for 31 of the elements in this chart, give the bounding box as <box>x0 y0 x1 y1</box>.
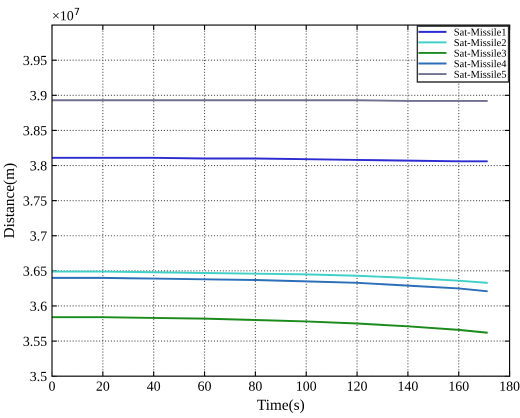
x-tick-label: 180 <box>500 381 520 391</box>
x-tick-label: 20 <box>96 381 110 391</box>
legend-label: Sat-Missile5 <box>454 70 506 78</box>
y-tick-label: 3.65 <box>23 266 47 276</box>
x-axis-title: Time(s) <box>257 399 304 414</box>
x-tick-label: 120 <box>348 381 367 391</box>
x-tick-label: 40 <box>147 381 160 391</box>
legend-label: Sat-Missile2 <box>454 38 506 46</box>
text: ×10$^{7}$ <box>53 8 80 20</box>
y-tick-label: 3.8 <box>30 161 47 171</box>
y-tick-label: 3.95 <box>23 56 47 66</box>
x-tick-label: 100 <box>297 381 316 391</box>
y-tick-label: 3.9 <box>30 90 47 100</box>
legend-label: Sat-Missile4 <box>454 60 506 68</box>
y-tick-label: 3.5 <box>30 372 47 382</box>
y-axis-title: Distance(m) <box>3 164 18 238</box>
x-tick-label: 60 <box>198 381 211 391</box>
x-tick-label: 80 <box>248 381 262 391</box>
y-tick-label: 3.55 <box>23 336 47 346</box>
y-tick-label: 3.75 <box>23 196 47 206</box>
y-tick-label: 3.85 <box>23 126 47 136</box>
y-tick-label: 3.6 <box>30 302 47 311</box>
legend-label: Sat-Missile3 <box>454 49 506 57</box>
line-series <box>52 316 488 334</box>
x-tick-label: 140 <box>398 381 418 391</box>
line-series <box>52 276 488 292</box>
x-tick-label: 160 <box>450 381 469 391</box>
y-tick-label: 3.7 <box>30 231 47 241</box>
legend-label: Sat-Missile1 <box>454 28 506 36</box>
x-tick-label: 0 <box>49 381 55 391</box>
line-series <box>52 270 488 284</box>
